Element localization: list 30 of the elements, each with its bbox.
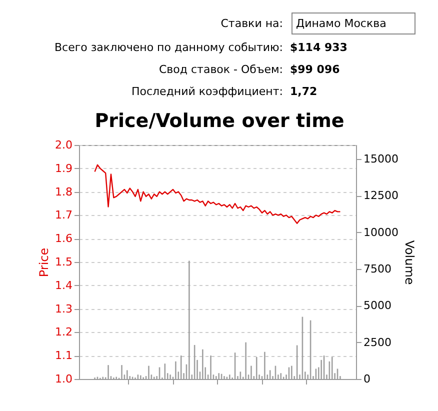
text: Последний коэффициент: xyxy=(131,85,283,98)
y-tick-label: 1.9 xyxy=(55,162,72,175)
chart-title: Price/Volume over time xyxy=(94,110,344,132)
line-series xyxy=(94,164,341,224)
y2-tick-label: 0 xyxy=(364,372,370,386)
y-tick-label: 1.6 xyxy=(55,232,72,246)
y-tick-label: 2.0 xyxy=(55,138,72,152)
text: Свод ставок - Объем: xyxy=(159,63,283,76)
y2-tick-label: 15000 xyxy=(364,152,398,166)
y-tick-label: 1.3 xyxy=(55,302,72,316)
y-tick-label: 1.7 xyxy=(55,208,72,222)
y-tick-label: 1.4 xyxy=(55,278,72,292)
text: 1,72 xyxy=(290,85,318,98)
y-tick-label: 1.1 xyxy=(55,349,72,362)
text: Ставки на: xyxy=(220,17,283,30)
text: $114 933 xyxy=(290,41,348,54)
text: Динамо Москва xyxy=(296,17,386,30)
y2-tick-label: 10000 xyxy=(364,226,398,239)
text: Всего заключено по данному событию: xyxy=(54,41,283,54)
y-tick-label: 1.0 xyxy=(55,372,72,386)
y-tick-label: 1.5 xyxy=(55,256,72,268)
y-tick-label: 1.8 xyxy=(55,185,72,198)
y2-tick-label: 2500 xyxy=(364,336,392,349)
y2-tick-label: 7500 xyxy=(364,262,392,276)
y-tick-label: 1.2 xyxy=(55,326,72,339)
y2-tick-label: 5000 xyxy=(364,299,392,312)
y2-tick-label: 12500 xyxy=(364,189,398,202)
text: $99 096 xyxy=(290,63,340,76)
y-axis-title: Price xyxy=(37,248,52,278)
y2-axis-title: Volume xyxy=(402,240,416,285)
